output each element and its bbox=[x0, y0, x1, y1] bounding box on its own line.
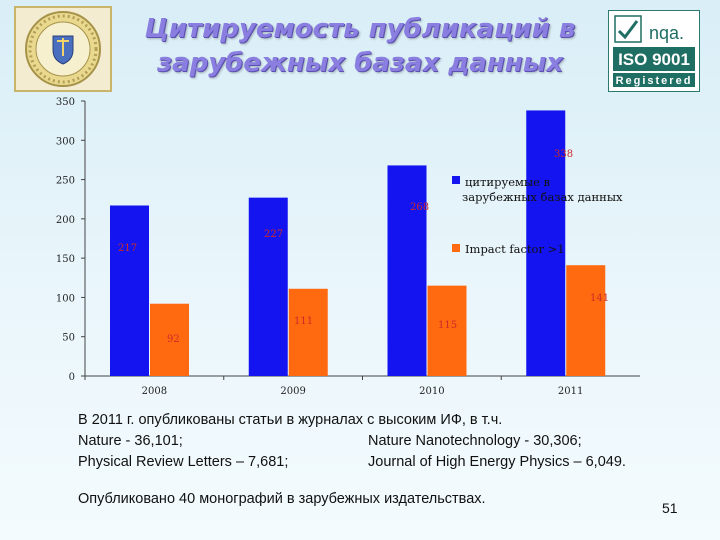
registered-text: Registered bbox=[616, 75, 693, 87]
data-label: 111 bbox=[294, 316, 313, 327]
data-label: 115 bbox=[438, 320, 457, 331]
legend-swatch-cited bbox=[452, 176, 460, 184]
journals-info: В 2011 г. опубликованы статьи в журналах… bbox=[78, 410, 678, 473]
university-seal-icon bbox=[25, 11, 101, 87]
page-number: 51 bbox=[662, 500, 678, 516]
info-nature-nano: Nature Nanotechnology - 30,306; bbox=[368, 433, 582, 449]
data-label: 227 bbox=[264, 229, 283, 240]
data-label: 268 bbox=[410, 202, 429, 213]
bar-cited-2008 bbox=[110, 205, 149, 376]
x-tick-label: 2009 bbox=[280, 386, 305, 397]
university-seal-logo bbox=[14, 6, 112, 92]
data-label: 217 bbox=[118, 243, 137, 254]
y-tick-label: 150 bbox=[56, 254, 75, 265]
y-tick-label: 100 bbox=[56, 293, 75, 304]
legend-label-cited-line1: цитируемые в bbox=[465, 175, 550, 189]
data-label: 92 bbox=[167, 334, 180, 345]
info-nature: Nature - 36,101; bbox=[78, 433, 183, 449]
nqa-brand-text: nqa. bbox=[649, 23, 684, 43]
y-tick-label: 300 bbox=[56, 136, 75, 147]
x-tick-label: 2011 bbox=[558, 386, 583, 397]
bar-cited-2009 bbox=[248, 197, 288, 376]
bar-impact-2011 bbox=[566, 265, 606, 376]
data-label: 338 bbox=[554, 149, 573, 160]
info-row-3: Physical Review Letters – 7,681; Journal… bbox=[78, 452, 678, 473]
bar-cited-2010 bbox=[387, 165, 427, 376]
iso-badge-icon: nqa. ISO 9001 Registered bbox=[613, 15, 695, 87]
info-line-1: В 2011 г. опубликованы статьи в журналах… bbox=[78, 412, 503, 428]
info-row-2: Nature - 36,101; Nature Nanotechnology -… bbox=[78, 431, 678, 452]
bar-impact-2010 bbox=[427, 285, 467, 376]
y-tick-label: 200 bbox=[56, 215, 75, 226]
iso-registered-logo: nqa. ISO 9001 Registered bbox=[608, 10, 700, 92]
monographs-note: Опубликовано 40 монографий в зарубежных … bbox=[78, 491, 486, 507]
bar-impact-2009 bbox=[288, 288, 328, 376]
y-tick-label: 350 bbox=[56, 97, 75, 108]
y-tick-label: 50 bbox=[62, 333, 75, 344]
info-prl: Physical Review Letters – 7,681; bbox=[78, 454, 289, 470]
data-label: 141 bbox=[590, 293, 609, 304]
legend-swatch-impact bbox=[452, 244, 460, 252]
y-tick-label: 0 bbox=[69, 372, 75, 383]
legend-label-cited-line2: зарубежных базах данных bbox=[462, 190, 623, 204]
info-jhep: Journal of High Energy Physics – 6,049. bbox=[368, 454, 626, 470]
bar-cited-2011 bbox=[526, 110, 566, 376]
x-tick-label: 2010 bbox=[419, 386, 444, 397]
legend-label-impact: Impact factor >1 bbox=[465, 242, 565, 256]
y-tick-label: 250 bbox=[56, 176, 75, 187]
bar-impact-2008 bbox=[150, 303, 189, 376]
x-tick-label: 2008 bbox=[142, 386, 167, 397]
iso-standard-text: ISO 9001 bbox=[618, 50, 690, 69]
slide-title: Цитируемость публикаций в зарубежных баз… bbox=[144, 14, 576, 78]
